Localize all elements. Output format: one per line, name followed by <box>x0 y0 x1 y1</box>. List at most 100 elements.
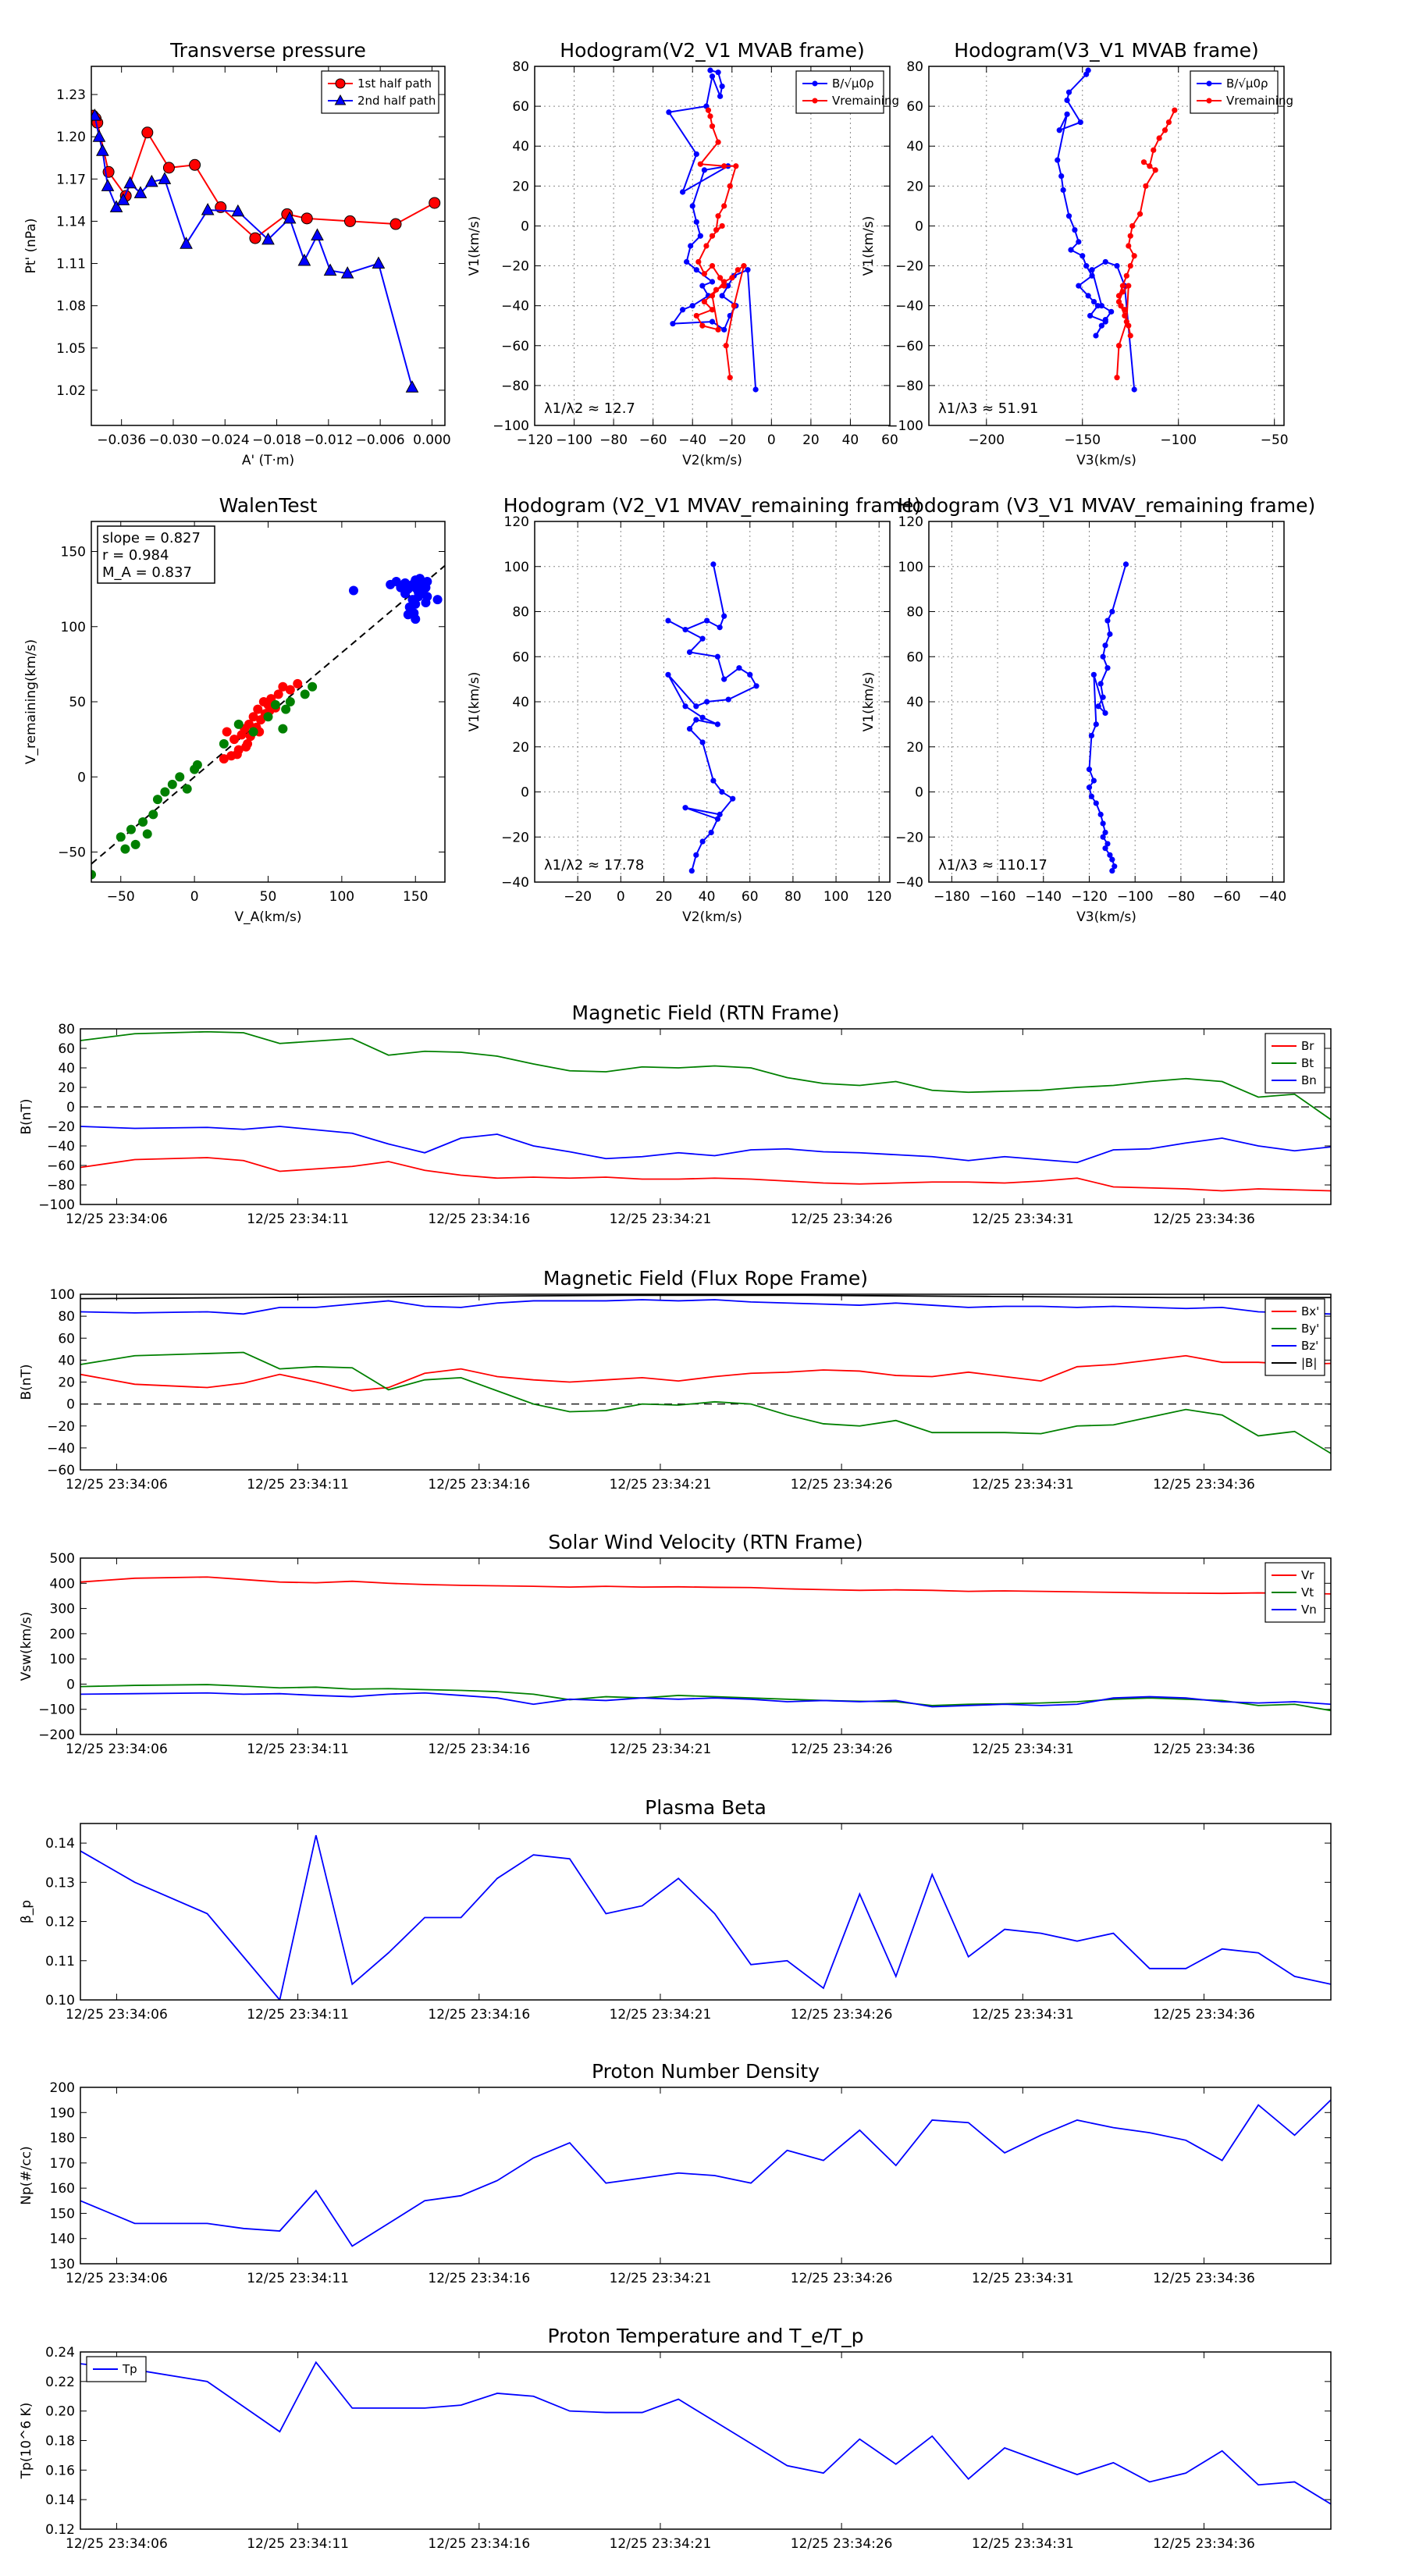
point <box>715 69 721 76</box>
point <box>721 279 727 285</box>
point <box>1143 183 1149 189</box>
point <box>281 704 291 714</box>
y-tick-label-7: 100 <box>898 560 923 575</box>
series-line <box>80 1354 1331 1392</box>
y-tick-label-8: 60 <box>512 99 529 115</box>
point <box>229 735 240 745</box>
y-tick-label-0: −40 <box>895 875 923 891</box>
point <box>704 617 710 624</box>
panel-h4: −180 −160 −140 −120 −100 −80 −60 −40 −40 −20 0 20 40… <box>861 494 1315 925</box>
point <box>727 375 733 381</box>
x-tick-label-6: 12/25 23:34:36 <box>1153 2007 1255 2023</box>
point <box>1097 811 1104 817</box>
x-tick-label-5: −20 <box>718 432 746 448</box>
point <box>699 283 706 289</box>
x-tick-label-6: 12/25 23:34:36 <box>1153 2536 1255 2552</box>
y-tick-label-4: 40 <box>512 695 529 710</box>
point <box>679 189 686 195</box>
y-tick-label-3: 100 <box>61 620 86 635</box>
x-tick-label-5: 12/25 23:34:31 <box>972 1212 1074 1227</box>
point <box>1072 226 1078 233</box>
legend-label-0: Tp <box>122 2362 137 2376</box>
y-tick-label-2: −20 <box>47 1419 75 1435</box>
point <box>699 838 706 845</box>
series-red <box>219 678 303 764</box>
y-axis-label: V_remaining(km/s) <box>23 639 39 764</box>
point <box>697 161 703 167</box>
point <box>263 712 273 722</box>
point <box>701 271 707 277</box>
point <box>701 167 707 173</box>
y-tick-label-1: −40 <box>47 1441 75 1457</box>
point <box>1077 119 1083 126</box>
y-tick-label-2: 0.12 <box>45 1915 75 1930</box>
legend-label-1: 2nd half path <box>357 94 436 108</box>
series-line <box>80 1692 1331 1708</box>
y-tick-label-7: 40 <box>58 1061 75 1076</box>
panel-vsw: 12/25 23:34:06 12/25 23:34:11 12/25 23:34:… <box>19 1531 1332 1757</box>
point <box>693 312 699 319</box>
point <box>308 681 318 692</box>
y-tick-label-6: 400 <box>50 1576 75 1592</box>
point <box>162 162 175 174</box>
point <box>1123 318 1129 325</box>
point <box>709 73 716 80</box>
y-tick-label-1: 140 <box>50 2232 75 2247</box>
chart-title: Solar Wind Velocity (RTN Frame) <box>548 1531 863 1553</box>
y-tick-label-1: 0.14 <box>45 2492 75 2508</box>
y-tick-label-3: −40 <box>895 299 923 315</box>
y-tick-label-3: 20 <box>906 740 923 756</box>
legend-label-2: Vn <box>1301 1603 1317 1617</box>
x-tick-label-3: 12/25 23:34:21 <box>610 1477 712 1493</box>
legend-label-0: Vr <box>1301 1568 1314 1582</box>
point <box>1115 293 1122 299</box>
panel-h3: −20 0 20 40 60 80 100 120−40−20020406080100120H… <box>467 494 921 925</box>
legend: Bx' By' Bz' |B| <box>1264 1298 1325 1376</box>
ratio-annotation: λ1/λ3 ≈ 110.17 <box>938 857 1048 873</box>
point <box>666 109 672 116</box>
point <box>130 839 140 849</box>
point <box>1076 239 1082 245</box>
point <box>1112 863 1118 870</box>
x-tick-label-4: 12/25 23:34:26 <box>791 2536 893 2552</box>
y-tick-label-5: 0 <box>521 219 529 234</box>
chart-title: Hodogram (V3_V1 MVAV_remaining frame) <box>898 494 1316 517</box>
panel-h1: −120 −100 −80 −60 −40 −20 0 20 40 60 −100 −80 −60 −40… <box>467 39 899 468</box>
x-tick-label-8: 40 <box>842 432 859 448</box>
y-tick-label-0: −50 <box>58 845 86 861</box>
x-tick-label-3: −120 <box>1071 889 1108 905</box>
point <box>1089 272 1095 279</box>
point <box>688 243 694 249</box>
point <box>1165 119 1172 126</box>
point <box>1109 867 1115 874</box>
x-tick-label-0: 12/25 23:34:06 <box>66 1477 168 1493</box>
point <box>719 293 725 299</box>
point <box>697 233 703 239</box>
point <box>429 197 441 209</box>
x-tick-label-6: 12/25 23:34:36 <box>1153 1477 1255 1493</box>
series-line <box>80 1126 1331 1164</box>
point <box>1090 777 1097 784</box>
x-axis-label: V3(km/s) <box>1076 909 1136 925</box>
point <box>1172 107 1178 113</box>
point <box>219 754 229 764</box>
point <box>709 279 716 285</box>
y-tick-label-7: 200 <box>50 2080 75 2096</box>
y-tick-label-0: −100 <box>493 418 529 434</box>
ratio-annotation: λ1/λ2 ≈ 12.7 <box>544 400 635 417</box>
y-tick-label-3: 0.13 <box>45 1875 75 1891</box>
x-tick-label-4: 60 <box>742 889 759 905</box>
x-tick-label-1: −100 <box>556 432 592 448</box>
series-blue <box>665 561 759 874</box>
point <box>1127 233 1133 239</box>
point <box>219 738 229 749</box>
point <box>1090 671 1097 678</box>
stats-box <box>97 525 215 584</box>
point <box>709 262 716 269</box>
series-tp <box>80 2361 1331 2505</box>
point <box>1086 767 1093 773</box>
y-tick-label-8: 60 <box>58 1041 75 1057</box>
point <box>1065 213 1072 219</box>
y-axis-label: B(nT) <box>19 1098 34 1134</box>
x-tick-label-0: −180 <box>934 889 970 905</box>
